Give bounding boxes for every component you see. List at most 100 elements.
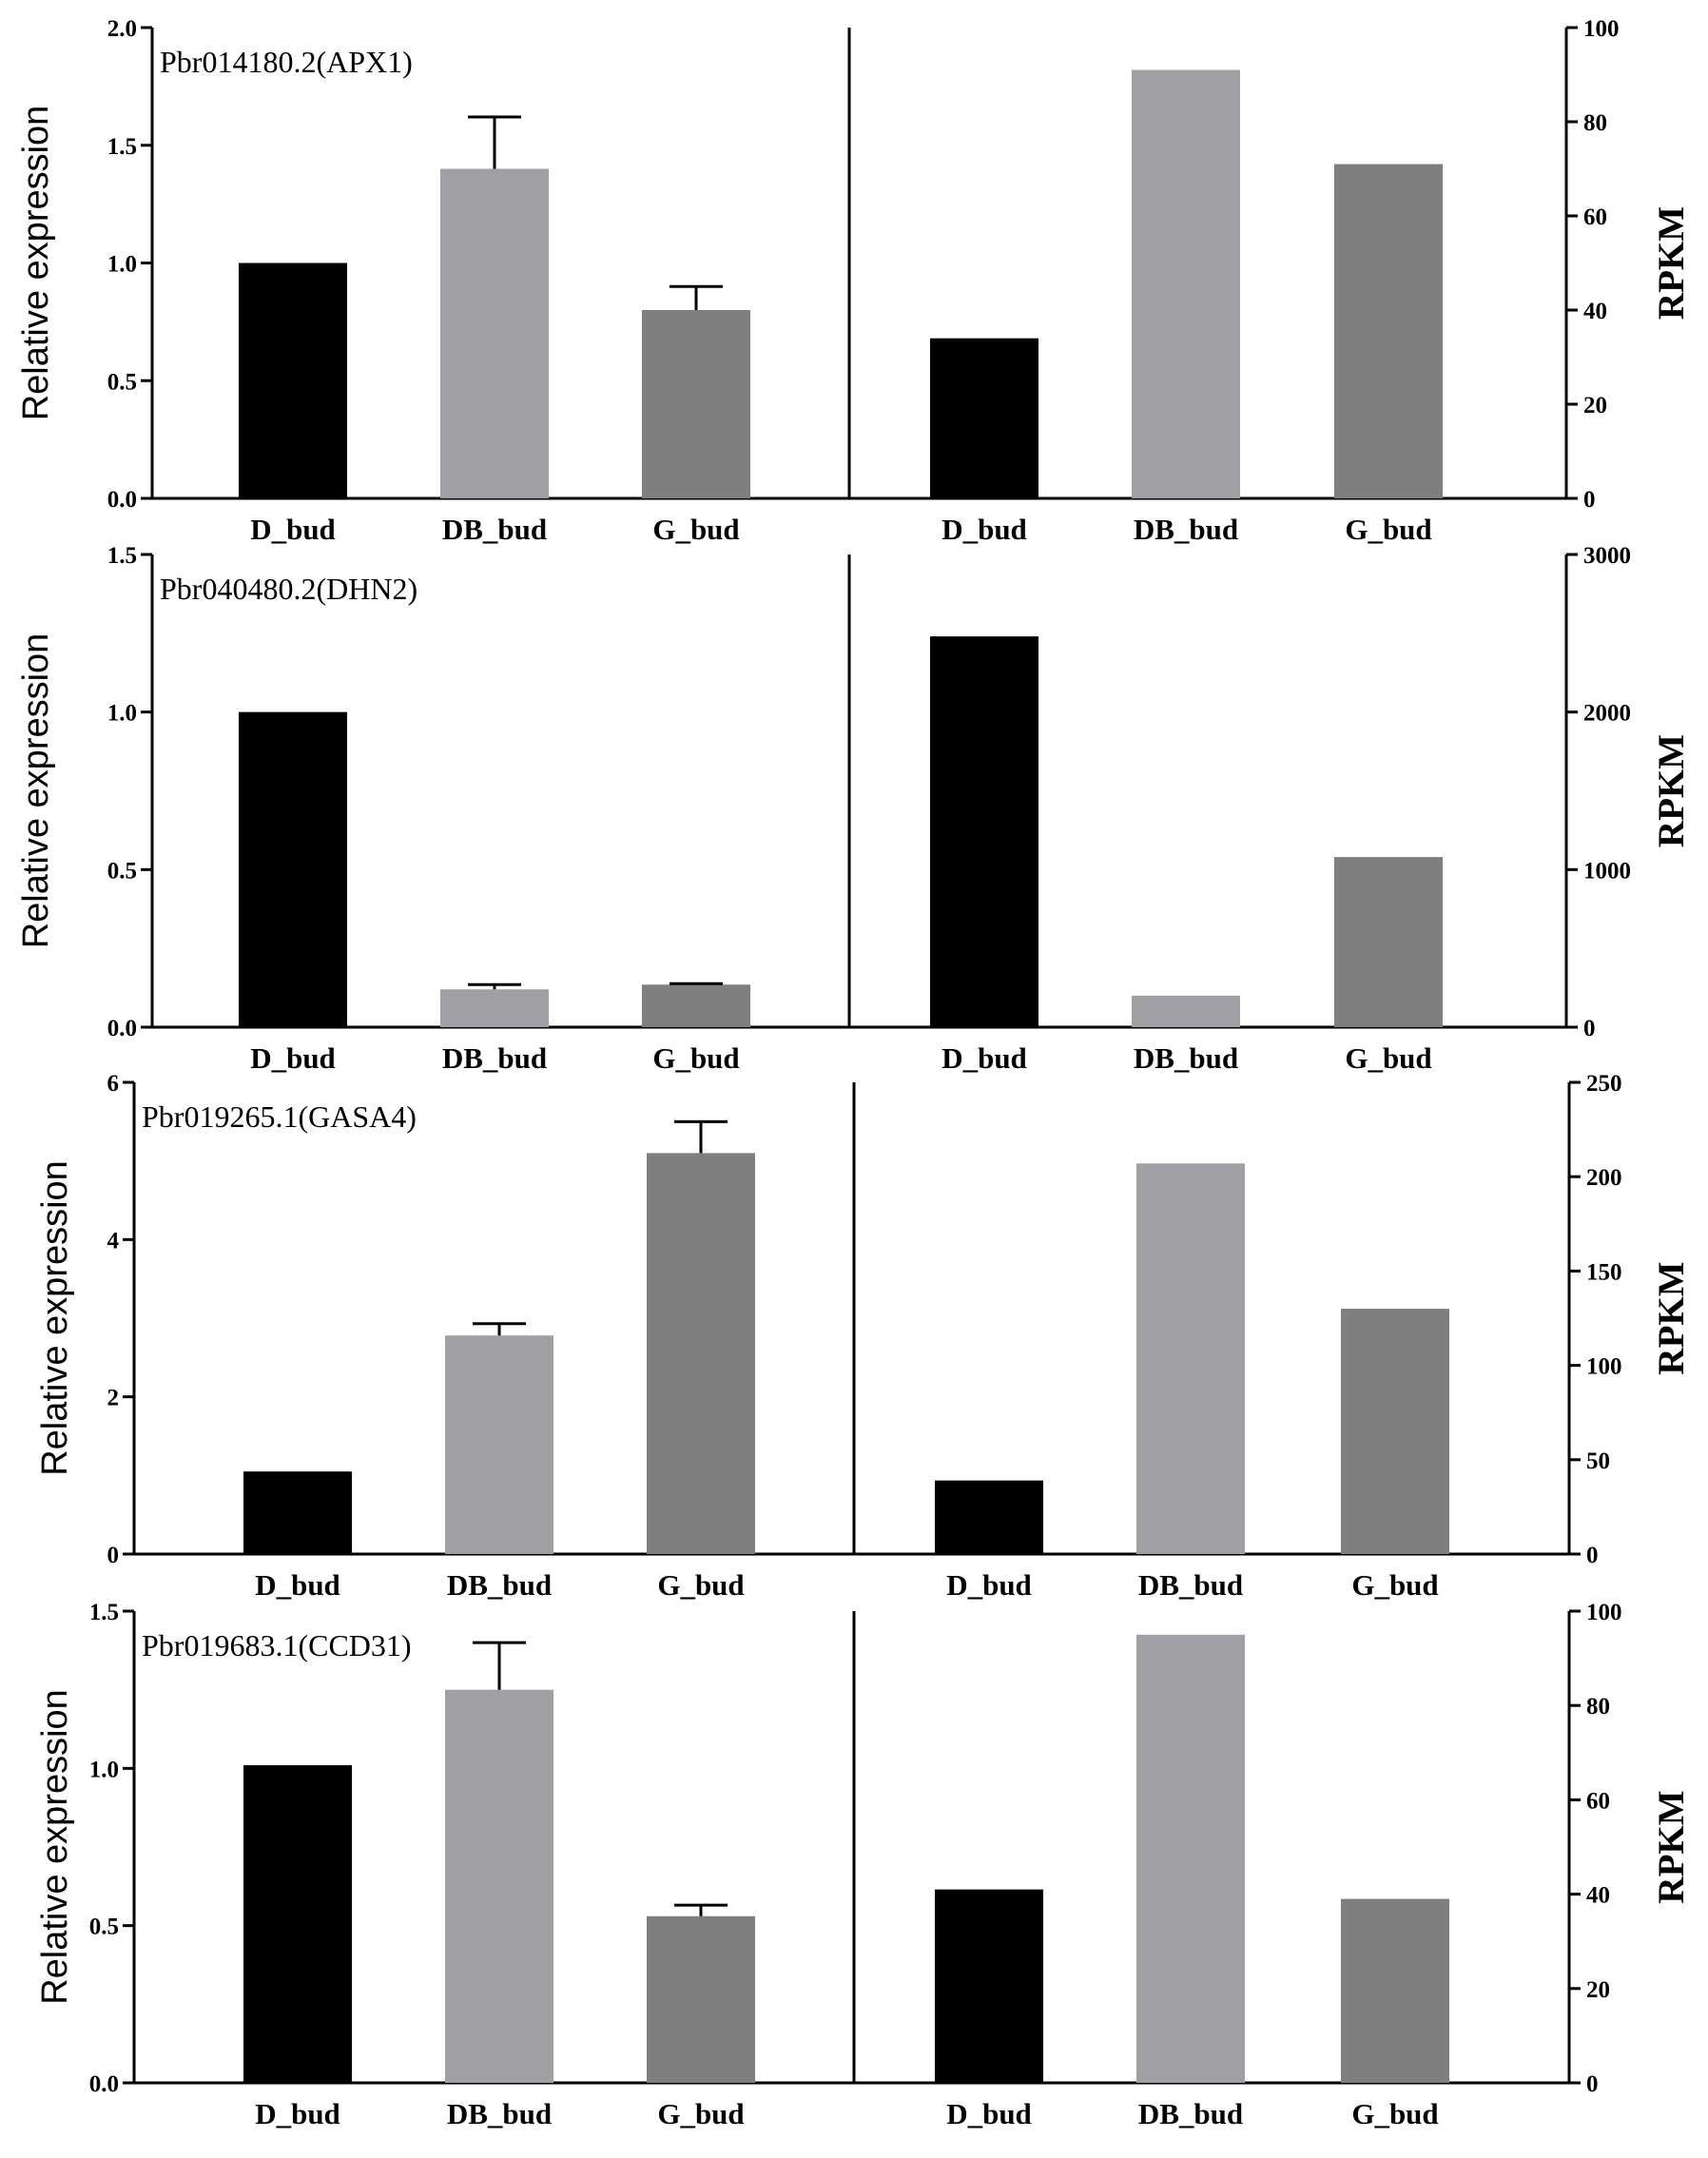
panel-1-right-tick-label: 20 (1583, 393, 1607, 418)
panel-3-right-x-label: DB_bud (1138, 1568, 1243, 1602)
panel-1-left-x-label: D_bud (250, 513, 336, 546)
panel-1-left-x-label: G_bud (652, 513, 739, 546)
panel-4-right-bar-D_bud (935, 1889, 1043, 2083)
panel-1-left-bar-DB_bud (440, 168, 549, 498)
panel-4-right-bar-DB_bud (1136, 1634, 1245, 2083)
panel-2-right-bar-DB_bud (1132, 995, 1240, 1027)
panel-1-right-x-label: G_bud (1345, 513, 1431, 546)
panel-1-right-y-label: RPKM (1651, 206, 1692, 320)
panel-2-gene-title: Pbr040480.2(DHN2) (160, 572, 417, 606)
panel-2-right-x-label: D_bud (941, 1041, 1027, 1075)
panel-2-right-tick-label: 2000 (1583, 701, 1631, 727)
panel-3-right-tick-label: 0 (1586, 1543, 1599, 1568)
panel-1-left-tick-label: 2.0 (107, 16, 137, 42)
panel-3-right-bar-D_bud (935, 1480, 1043, 1554)
panel-1-right-bar-D_bud (930, 338, 1038, 498)
panel-1-left-tick-label: 1.0 (107, 252, 137, 278)
panel-4-right-tick-label: 20 (1586, 1977, 1610, 2003)
panel-2-right-bar-G_bud (1334, 857, 1443, 1027)
panel-2-right-x-label: G_bud (1345, 1041, 1431, 1075)
panel-1-left-tick-label: 0.0 (107, 487, 137, 513)
panel-3-right-tick-label: 150 (1586, 1259, 1622, 1285)
panel-4-right-tick-label: 0 (1586, 2071, 1599, 2097)
panel-1-gene-title: Pbr014180.2(APX1) (160, 45, 413, 79)
panel-2-right-x-label: DB_bud (1134, 1041, 1238, 1075)
panel-3-left-bar-DB_bud (445, 1335, 553, 1554)
panel-4-left-bar-DB_bud (445, 1689, 553, 2083)
panel-2-left-y-label: Relative expression (16, 633, 56, 949)
panel-4-left-bar-D_bud (243, 1765, 352, 2083)
panel-2-left-tick-label: 0.0 (107, 1016, 137, 1041)
panel-2-left-bar-G_bud (642, 984, 750, 1027)
panel-4-right-tick-label: 100 (1586, 1600, 1622, 1625)
panel-3-right-y-label: RPKM (1651, 1261, 1692, 1374)
panel-3-right-bar-DB_bud (1136, 1163, 1245, 1554)
panel-4-right-x-label: D_bud (946, 2097, 1032, 2130)
panel-3-left-x-label: DB_bud (447, 1568, 552, 1602)
panel-3-left-bar-G_bud (647, 1153, 755, 1554)
panel-1-right-tick-label: 0 (1583, 487, 1596, 513)
panel-2-right-tick-label: 1000 (1583, 858, 1631, 884)
panel-4-left-x-label: D_bud (255, 2097, 340, 2130)
panel-3-right-tick-label: 250 (1586, 1071, 1622, 1097)
panel-1-left-tick-label: 1.5 (107, 134, 137, 160)
panel-4-right-x-label: G_bud (1351, 2097, 1438, 2130)
panel-2-right-tick-label: 3000 (1583, 543, 1631, 569)
panel-4-right-tick-label: 60 (1586, 1788, 1610, 1814)
panel-2-left-x-label: D_bud (250, 1041, 336, 1075)
panel-4-left-tick-label: 1.5 (89, 1600, 119, 1625)
panel-1-right-x-label: D_bud (941, 513, 1027, 546)
panel-4-left-bar-G_bud (647, 1915, 755, 2083)
panel-1-right-tick-label: 40 (1583, 299, 1607, 324)
panel-4-left-tick-label: 0.5 (89, 1915, 119, 1940)
panel-1-right-bar-DB_bud (1132, 69, 1240, 499)
panel-1-right-x-label: DB_bud (1134, 513, 1238, 546)
panel-3-gene-title: Pbr019265.1(GASA4) (142, 1099, 417, 1134)
panel-3-right-tick-label: 200 (1586, 1165, 1622, 1191)
panel-2-left-x-label: DB_bud (442, 1041, 547, 1075)
panel-2-right-tick-label: 0 (1583, 1016, 1596, 1041)
panel-1-left-bar-D_bud (239, 262, 347, 498)
panel-2-right-y-label: RPKM (1651, 734, 1692, 847)
panel-2-right-bar-D_bud (930, 636, 1038, 1027)
panel-1-right-tick-label: 60 (1583, 204, 1607, 230)
panel-3-right-tick-label: 50 (1586, 1448, 1610, 1474)
panel-1-right-bar-G_bud (1334, 164, 1443, 499)
panel-1-left-y-label: Relative expression (16, 106, 56, 421)
panel-3-left-tick-label: 0 (107, 1543, 120, 1568)
panel-1-right-tick-label: 80 (1583, 110, 1607, 136)
panel-4-gene-title: Pbr019683.1(CCD31) (142, 1628, 412, 1662)
panel-4-left-x-label: DB_bud (447, 2097, 552, 2130)
panel-3-left-y-label: Relative expression (35, 1160, 75, 1476)
panel-3-left-tick-label: 4 (107, 1228, 120, 1254)
panel-3-left-x-label: G_bud (657, 1568, 744, 1602)
panel-1-right-tick-label: 100 (1583, 16, 1620, 42)
panel-3-left-x-label: D_bud (255, 1568, 340, 1602)
panel-4-right-y-label: RPKM (1651, 1790, 1692, 1903)
panel-4-left-y-label: Relative expression (35, 1689, 75, 2005)
panel-3-right-bar-G_bud (1341, 1309, 1449, 1554)
panel-4-left-tick-label: 0.0 (89, 2071, 119, 2097)
panel-3-right-x-label: D_bud (946, 1568, 1032, 1602)
panel-4-right-bar-G_bud (1341, 1898, 1449, 2083)
panel-2-left-tick-label: 0.5 (107, 858, 137, 884)
panel-1-left-bar-G_bud (642, 310, 750, 498)
panel-4-left-x-label: G_bud (657, 2097, 744, 2130)
panel-3-left-tick-label: 6 (107, 1071, 120, 1097)
panel-2-left-tick-label: 1.0 (107, 701, 137, 727)
panel-3-left-bar-D_bud (243, 1471, 352, 1554)
panel-2-left-x-label: G_bud (652, 1041, 739, 1075)
panel-3-right-x-label: G_bud (1351, 1568, 1438, 1602)
panel-3-left-tick-label: 2 (107, 1386, 120, 1411)
panel-1-left-x-label: DB_bud (442, 513, 547, 546)
panel-3-right-tick-label: 100 (1586, 1354, 1622, 1380)
panel-4-right-tick-label: 40 (1586, 1883, 1610, 1909)
panel-2-left-bar-DB_bud (440, 989, 549, 1027)
panel-2-left-tick-label: 1.5 (107, 543, 137, 569)
panel-1-left-tick-label: 0.5 (107, 369, 137, 395)
panel-4-right-tick-label: 80 (1586, 1694, 1610, 1720)
panel-2-left-bar-D_bud (239, 711, 347, 1027)
panel-4-left-tick-label: 1.0 (89, 1757, 119, 1782)
panel-4-right-x-label: DB_bud (1138, 2097, 1243, 2130)
